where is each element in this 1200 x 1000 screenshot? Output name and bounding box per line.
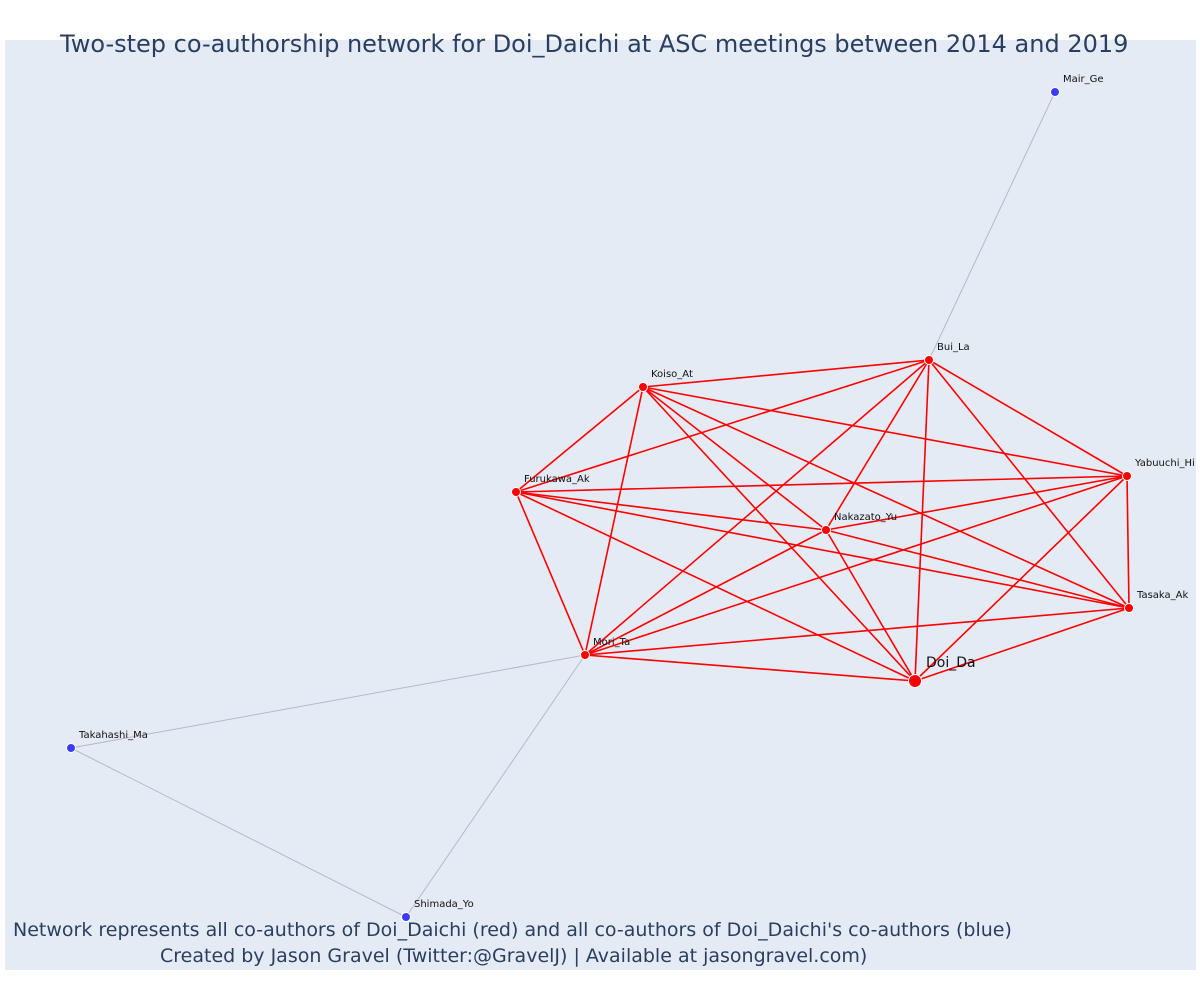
edge-Bui_La-Furukawa_Ak xyxy=(515,359,930,493)
edge-Yabuuchi_Hi-Mori_Ta xyxy=(584,475,1128,656)
node-label-Mori_Ta: Mori_Ta xyxy=(593,637,630,648)
edge-Koiso_At-Doi_Da xyxy=(642,386,916,682)
edge-Yabuuchi_Hi-Doi_Da xyxy=(914,475,1128,682)
edge-Furukawa_Ak-Yabuuchi_Hi xyxy=(515,475,1128,493)
edge-Bui_La-Yabuuchi_Hi xyxy=(928,359,1128,477)
edge-Tasaka_Ak-Doi_Da xyxy=(914,607,1130,682)
label-layer: Doi_Da Mori_Ta Furukawa_Ak Koiso_At Bui_La Na… xyxy=(78,74,1195,910)
edge-Nakazato_Yu-Doi_Da xyxy=(825,529,916,682)
edge-Takahashi_Ma-Shimada_Yo xyxy=(70,747,407,918)
node-Shimada_Yo[interactable] xyxy=(401,912,411,922)
node-Doi_Da[interactable] xyxy=(908,674,922,688)
node-label-Nakazato_Yu: Nakazato_Yu xyxy=(834,512,897,523)
chart-title: Two-step co-authorship network for Doi_D… xyxy=(60,30,1129,58)
node-label-Takahashi_Ma: Takahashi_Ma xyxy=(78,730,148,741)
edge-Koiso_At-Mori_Ta xyxy=(584,386,644,656)
edge-Yabuuchi_Hi-Tasaka_Ak xyxy=(1126,475,1130,609)
node-Koiso_At[interactable] xyxy=(638,382,648,392)
node-Bui_La[interactable] xyxy=(924,355,934,365)
edge-Bui_La-Mair_Ge xyxy=(928,91,1056,361)
edge-Furukawa_Ak-Mori_Ta xyxy=(515,491,586,656)
edge-Furukawa_Ak-Tasaka_Ak xyxy=(515,491,1130,609)
edge-Bui_La-Doi_Da xyxy=(914,359,930,682)
edge-Mori_Ta-Shimada_Yo xyxy=(405,654,586,918)
node-Takahashi_Ma[interactable] xyxy=(66,743,76,753)
caption-legend-note: Network represents all co-authors of Doi… xyxy=(13,919,1012,941)
node-Tasaka_Ak[interactable] xyxy=(1124,603,1134,613)
node-label-Yabuuchi_Hi: Yabuuchi_Hi xyxy=(1134,458,1195,469)
edge-Furukawa_Ak-Nakazato_Yu xyxy=(515,491,827,531)
node-label-Bui_La: Bui_La xyxy=(937,342,970,353)
node-layer xyxy=(66,87,1134,922)
node-label-Mair_Ge: Mair_Ge xyxy=(1063,74,1104,85)
edge-Nakazato_Yu-Tasaka_Ak xyxy=(825,529,1130,609)
edge-Koiso_At-Furukawa_Ak xyxy=(515,386,644,493)
edge-Bui_La-Nakazato_Yu xyxy=(825,359,930,531)
edge-Koiso_At-Nakazato_Yu xyxy=(642,386,827,531)
node-label-Tasaka_Ak: Tasaka_Ak xyxy=(1136,590,1189,601)
node-label-Shimada_Yo: Shimada_Yo xyxy=(414,899,474,910)
node-Yabuuchi_Hi[interactable] xyxy=(1122,471,1132,481)
node-label-Doi_Da: Doi_Da xyxy=(926,655,976,671)
node-Mair_Ge[interactable] xyxy=(1050,87,1060,97)
edge-Bui_La-Tasaka_Ak xyxy=(928,359,1130,609)
node-Mori_Ta[interactable] xyxy=(580,650,590,660)
edge-Nakazato_Yu-Mori_Ta xyxy=(584,529,827,656)
edge-Koiso_At-Bui_La xyxy=(642,359,930,388)
node-Nakazato_Yu[interactable] xyxy=(821,525,831,535)
edge-Mori_Ta-Takahashi_Ma xyxy=(70,654,586,749)
edge-Tasaka_Ak-Mori_Ta xyxy=(584,607,1130,656)
node-label-Koiso_At: Koiso_At xyxy=(651,369,693,380)
node-Furukawa_Ak[interactable] xyxy=(511,487,521,497)
edge-layer xyxy=(70,91,1130,918)
edge-Nakazato_Yu-Yabuuchi_Hi xyxy=(825,475,1128,531)
caption-credit: Created by Jason Gravel (Twitter:@Gravel… xyxy=(160,945,868,967)
edge-Koiso_At-Tasaka_Ak xyxy=(642,386,1130,609)
node-label-Furukawa_Ak: Furukawa_Ak xyxy=(524,474,590,485)
edge-Bui_La-Mori_Ta xyxy=(584,359,930,656)
edge-Mori_Ta-Doi_Da xyxy=(584,654,916,682)
